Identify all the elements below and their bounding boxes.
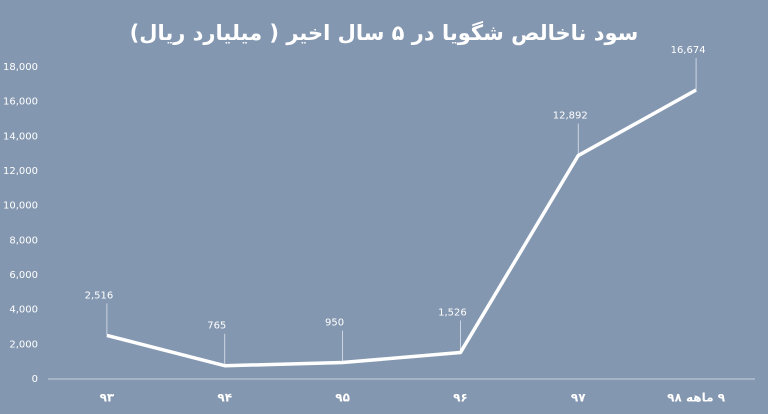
x-tick-label: ۹۷ [571, 391, 586, 405]
x-tick-label: ۹۳ [100, 391, 115, 405]
data-label: 765 [207, 321, 226, 332]
data-label: 12,892 [553, 111, 588, 122]
y-tick-label: 12,000 [3, 166, 38, 177]
data-label: 16,674 [671, 45, 706, 56]
y-tick-label: 18,000 [3, 62, 38, 73]
x-tick-label: ۹۶ [453, 391, 468, 405]
y-tick-label: 14,000 [3, 131, 38, 142]
y-tick-label: 4,000 [9, 305, 38, 316]
x-tick-label: ۹ ماهه ۹۸ [667, 391, 726, 405]
x-tick-label: ۹۴ [217, 391, 232, 405]
y-tick-label: 2,000 [9, 339, 38, 350]
y-tick-label: 6,000 [9, 270, 38, 281]
y-tick-label: 8,000 [9, 235, 38, 246]
chart-title: سود ناخالص شگویا در ۵ سال اخیر ( میلیارد… [130, 20, 639, 45]
x-tick-label: ۹۵ [335, 391, 350, 405]
y-tick-label: 16,000 [3, 97, 38, 108]
line [106, 88, 697, 368]
y-tick-label: 0 [32, 374, 38, 385]
data-label: 950 [325, 318, 344, 329]
data-label: 2,516 [85, 290, 114, 301]
data-label: 1,526 [438, 308, 467, 319]
y-tick-label: 10,000 [3, 201, 38, 212]
